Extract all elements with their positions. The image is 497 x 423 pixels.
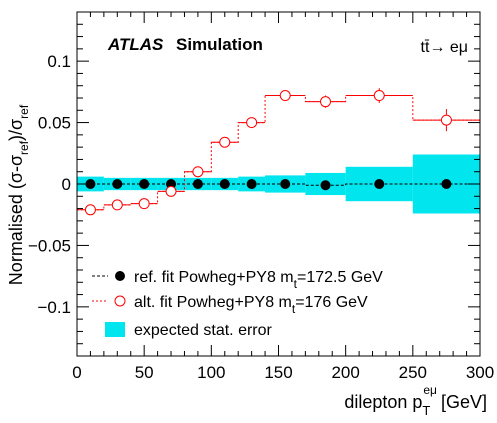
ref-point xyxy=(374,179,385,189)
alt-point xyxy=(138,198,150,210)
ref-point xyxy=(219,179,230,189)
legend-entry-alt: alt. fit Powheg+PY8 mt=176 GeV xyxy=(92,294,368,316)
ref-point xyxy=(192,179,203,189)
y-axis-title: Normalised (σ-σref)/σref xyxy=(6,104,31,285)
axes: 0 50 100 150 200 250 300 0.1 0.05 0 −0.05 −0.1 xyxy=(28,11,494,382)
y-tick-label: 0.1 xyxy=(47,52,71,71)
alt-point xyxy=(84,204,96,216)
ref-point xyxy=(320,180,331,191)
ref-point xyxy=(441,179,452,189)
x-tick-label: 200 xyxy=(331,363,359,382)
ref-point xyxy=(280,179,291,189)
legend-ref-marker xyxy=(115,271,125,281)
y-tick-label: 0 xyxy=(62,175,71,194)
y-tick-label: −0.05 xyxy=(28,236,71,255)
ref-point xyxy=(139,179,150,189)
legend-alt-marker xyxy=(114,295,126,307)
alt-point xyxy=(246,117,258,129)
alt-point xyxy=(373,90,385,102)
ref-step-line xyxy=(77,183,480,186)
alt-point xyxy=(111,199,123,211)
x-tick-label: 0 xyxy=(72,363,81,382)
x-tick-label: 150 xyxy=(264,363,292,382)
legend: ref. fit Powheg+PY8 mt=172.5 GeV alt. fi… xyxy=(92,269,383,339)
simulation-label: Simulation xyxy=(176,35,263,54)
alt-point xyxy=(165,185,177,197)
x-tick-label: 50 xyxy=(135,363,154,382)
y-tick-label: −0.1 xyxy=(37,298,71,317)
alt-step-line xyxy=(77,95,480,211)
legend-alt-label: alt. fit Powheg+PY8 mt=176 GeV xyxy=(134,294,368,316)
experiment-label: ATLAS Simulation xyxy=(107,35,263,54)
alt-point xyxy=(219,136,231,148)
ref-point xyxy=(112,179,123,189)
ref-point xyxy=(246,179,257,189)
x-tick-label: 250 xyxy=(399,363,427,382)
process-label: tt̄→ eμ xyxy=(421,39,468,56)
y-tick-label: 0.05 xyxy=(38,114,71,133)
legend-entry-ref: ref. fit Powheg+PY8 mt=172.5 GeV xyxy=(92,269,383,291)
legend-ref-label: ref. fit Powheg+PY8 mt=172.5 GeV xyxy=(134,269,383,291)
alt-point xyxy=(440,114,452,126)
x-tick-label: 300 xyxy=(466,363,494,382)
legend-entry-stat-error: expected stat. error xyxy=(105,322,273,339)
alt-point xyxy=(279,90,291,102)
alt-point xyxy=(320,96,332,108)
atlas-label: ATLAS xyxy=(107,35,164,54)
x-axis-title: dilepton pTeμ[GeV] xyxy=(344,383,487,418)
alt-point xyxy=(192,166,204,178)
legend-stat-error-label: expected stat. error xyxy=(134,322,273,339)
ref-point xyxy=(85,179,96,189)
legend-stat-error-swatch xyxy=(105,322,125,337)
plot-area xyxy=(77,88,480,216)
x-tick-label: 100 xyxy=(197,363,225,382)
